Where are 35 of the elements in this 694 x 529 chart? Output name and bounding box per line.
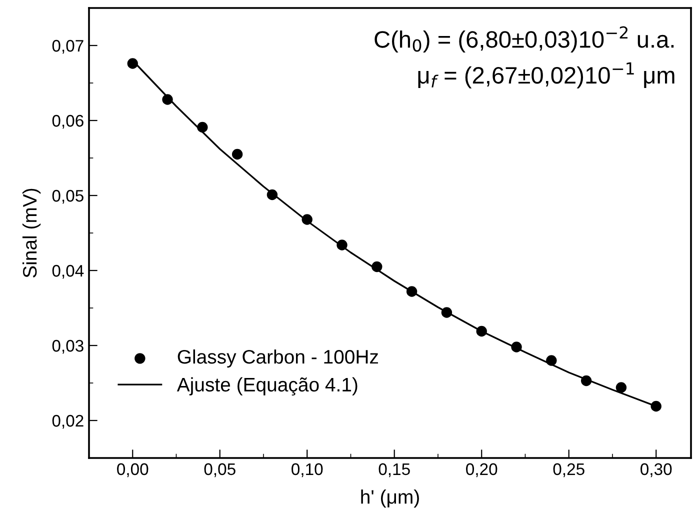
- y-tick-label: 0,03: [52, 340, 84, 354]
- x-tick-label: 0,30: [640, 463, 672, 478]
- y-axis-title: Sinal (mV): [22, 188, 41, 278]
- y-tick-label: 0,04: [52, 264, 84, 279]
- point: [302, 214, 312, 225]
- point: [546, 355, 557, 366]
- x-tick-label: 0,00: [117, 463, 148, 478]
- point: [511, 342, 522, 352]
- point: [650, 400, 662, 412]
- point: [580, 375, 592, 386]
- annotation: μ$_{f}$ = (2,67±0,02)10$^{−1}$ μm: [418, 62, 674, 88]
- annotation: C(h$_{0}$) = (6,80±0,03)10$^{−2}$ u.a.: [374, 26, 674, 52]
- y-tick-label: 0,07: [52, 40, 84, 54]
- point: [616, 382, 627, 393]
- point: [336, 240, 348, 250]
- legend-label: Ajuste (Equação 4.1): [176, 377, 358, 396]
- point: [162, 94, 173, 105]
- legend-label: Glassy Carbon - 100Hz: [178, 349, 378, 368]
- y-tick-label: 0,06: [52, 114, 84, 129]
- x-tick-label: 0,10: [292, 463, 323, 478]
- x-tick-label: 0,15: [378, 463, 410, 478]
- x-tick-label: 0,05: [204, 463, 236, 478]
- x-axis-title: h' (μm): [361, 490, 419, 508]
- point: [127, 58, 138, 69]
- point: [406, 286, 418, 297]
- point: [197, 122, 208, 133]
- point: [441, 307, 452, 318]
- x-tick-label: 0,20: [466, 463, 498, 478]
- x-tick-label: 0,25: [553, 463, 584, 478]
- y-tick-label: 0,05: [52, 190, 84, 204]
- point: [232, 148, 243, 160]
- point: [372, 261, 382, 272]
- y-tick-label: 0,02: [52, 414, 84, 429]
- point: [476, 326, 487, 337]
- point: [266, 189, 278, 200]
